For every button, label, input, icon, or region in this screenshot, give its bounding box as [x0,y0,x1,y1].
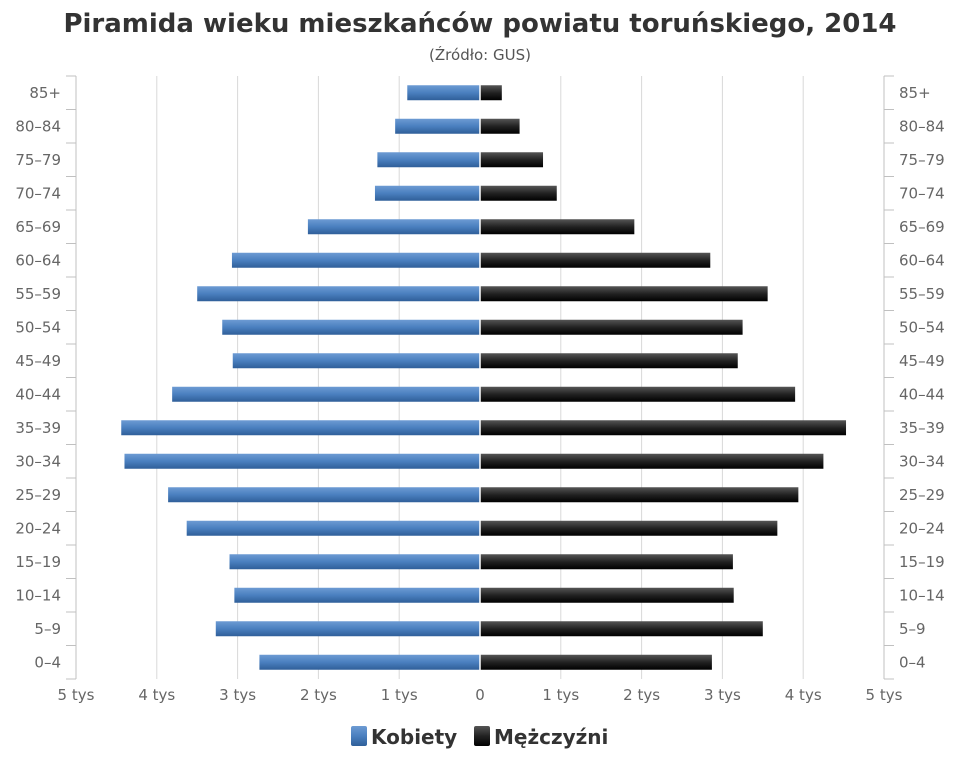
bar-kobiety [407,85,480,101]
bar-mezczyzni [480,587,734,603]
x-tick-label: 1 tys [542,686,579,704]
bar-mezczyzni [480,219,635,235]
category-label-right: 50–54 [899,318,945,336]
bar-kobiety [307,219,480,235]
bar-mezczyzni [480,386,796,402]
bar-kobiety [121,420,481,436]
legend-item-mezczyzni[interactable]: Mężczyźni [474,725,608,749]
category-label-left: 40–44 [15,385,61,403]
category-label-left: 5–9 [34,620,61,638]
x-tick-label: 0 [475,686,485,704]
bar-mezczyzni [480,319,743,335]
category-label-right: 35–39 [899,419,945,437]
category-label-left: 65–69 [15,218,61,236]
bar-mezczyzni [480,353,738,369]
x-tick-label: 2 tys [300,686,337,704]
category-label-left: 30–34 [15,452,61,470]
legend[interactable]: Kobiety Mężczyźni [351,725,608,749]
chart-title: Piramida wieku mieszkańców powiatu toruń… [63,9,896,39]
bar-kobiety [215,621,480,637]
category-label-right: 85+ [899,84,931,102]
bar-mezczyzni [480,152,544,168]
bar-mezczyzni [480,621,763,637]
category-label-left: 45–49 [15,352,61,370]
bar-mezczyzni [480,286,768,302]
legend-swatch-mezczyzni [474,726,490,746]
category-label-left: 80–84 [15,117,61,135]
bar-mezczyzni [480,185,557,201]
bar-kobiety [259,654,480,670]
category-label-right: 40–44 [899,385,945,403]
category-labels: 85+ 85+ 80–84 80–84 75–79 75–79 70–74 70–74 65–6… [15,84,944,672]
category-label-left: 60–64 [15,251,61,269]
category-label-left: 10–14 [15,586,61,604]
x-tick-label: 2 tys [623,686,660,704]
category-label-right: 30–34 [899,452,945,470]
axes [66,75,894,680]
bar-kobiety [124,453,480,469]
bar-mezczyzni [480,252,711,268]
bar-mezczyzni [480,118,520,134]
bar-mezczyzni [480,487,799,503]
bar-mezczyzni [480,420,847,436]
bar-mezczyzni [480,85,502,101]
category-label-right: 60–64 [899,251,945,269]
chart-subtitle: (Źródło: GUS) [429,45,531,64]
bar-kobiety [229,554,480,570]
bar-kobiety [232,353,480,369]
legend-label-kobiety: Kobiety [371,725,457,749]
x-tick-label: 3 tys [704,686,741,704]
bar-kobiety [168,487,480,503]
category-label-left: 0–4 [34,653,61,671]
bar-mezczyzni [480,520,778,536]
category-label-right: 10–14 [899,586,945,604]
category-label-left: 50–54 [15,318,61,336]
category-label-left: 55–59 [15,285,61,303]
bar-kobiety [395,118,480,134]
bar-mezczyzni [480,453,824,469]
x-tick-label: 4 tys [785,686,822,704]
category-label-right: 45–49 [899,352,945,370]
category-label-left: 35–39 [15,419,61,437]
x-tick-label: 1 tys [381,686,418,704]
bar-kobiety [222,319,481,335]
legend-label-mezczyzni: Mężczyźni [494,725,608,749]
category-label-right: 75–79 [899,151,945,169]
bar-kobiety [377,152,480,168]
bar-kobiety [374,185,480,201]
x-tick-label: 3 tys [219,686,256,704]
category-label-left: 75–79 [15,151,61,169]
bar-kobiety [197,286,480,302]
bar-mezczyzni [480,654,712,670]
category-label-right: 20–24 [899,519,945,537]
bar-kobiety [172,386,481,402]
category-label-left: 15–19 [15,553,61,571]
x-tick-label: 5 tys [58,686,95,704]
x-axis-tick-labels: 5 tys 4 tys 3 tys 2 tys 1 tys 0 1 tys 2 tys 3 ty… [58,686,903,704]
category-label-left: 20–24 [15,519,61,537]
bar-kobiety [186,520,481,536]
x-tick-label: 5 tys [866,686,903,704]
category-label-left: 25–29 [15,486,61,504]
x-tick-label: 4 tys [138,686,175,704]
grid-lines [156,76,804,679]
category-label-right: 65–69 [899,218,945,236]
category-label-right: 80–84 [899,117,945,135]
category-label-right: 70–74 [899,184,945,202]
bar-kobiety [234,587,480,603]
legend-item-kobiety[interactable]: Kobiety [351,725,457,749]
category-label-left: 70–74 [15,184,61,202]
category-label-right: 0–4 [899,653,926,671]
bar-mezczyzni [480,554,733,570]
bars [121,76,847,679]
category-label-right: 25–29 [899,486,945,504]
legend-swatch-kobiety [351,726,367,746]
category-label-left: 85+ [29,84,61,102]
category-label-right: 15–19 [899,553,945,571]
category-label-right: 55–59 [899,285,945,303]
category-label-right: 5–9 [899,620,926,638]
bar-kobiety [231,252,480,268]
